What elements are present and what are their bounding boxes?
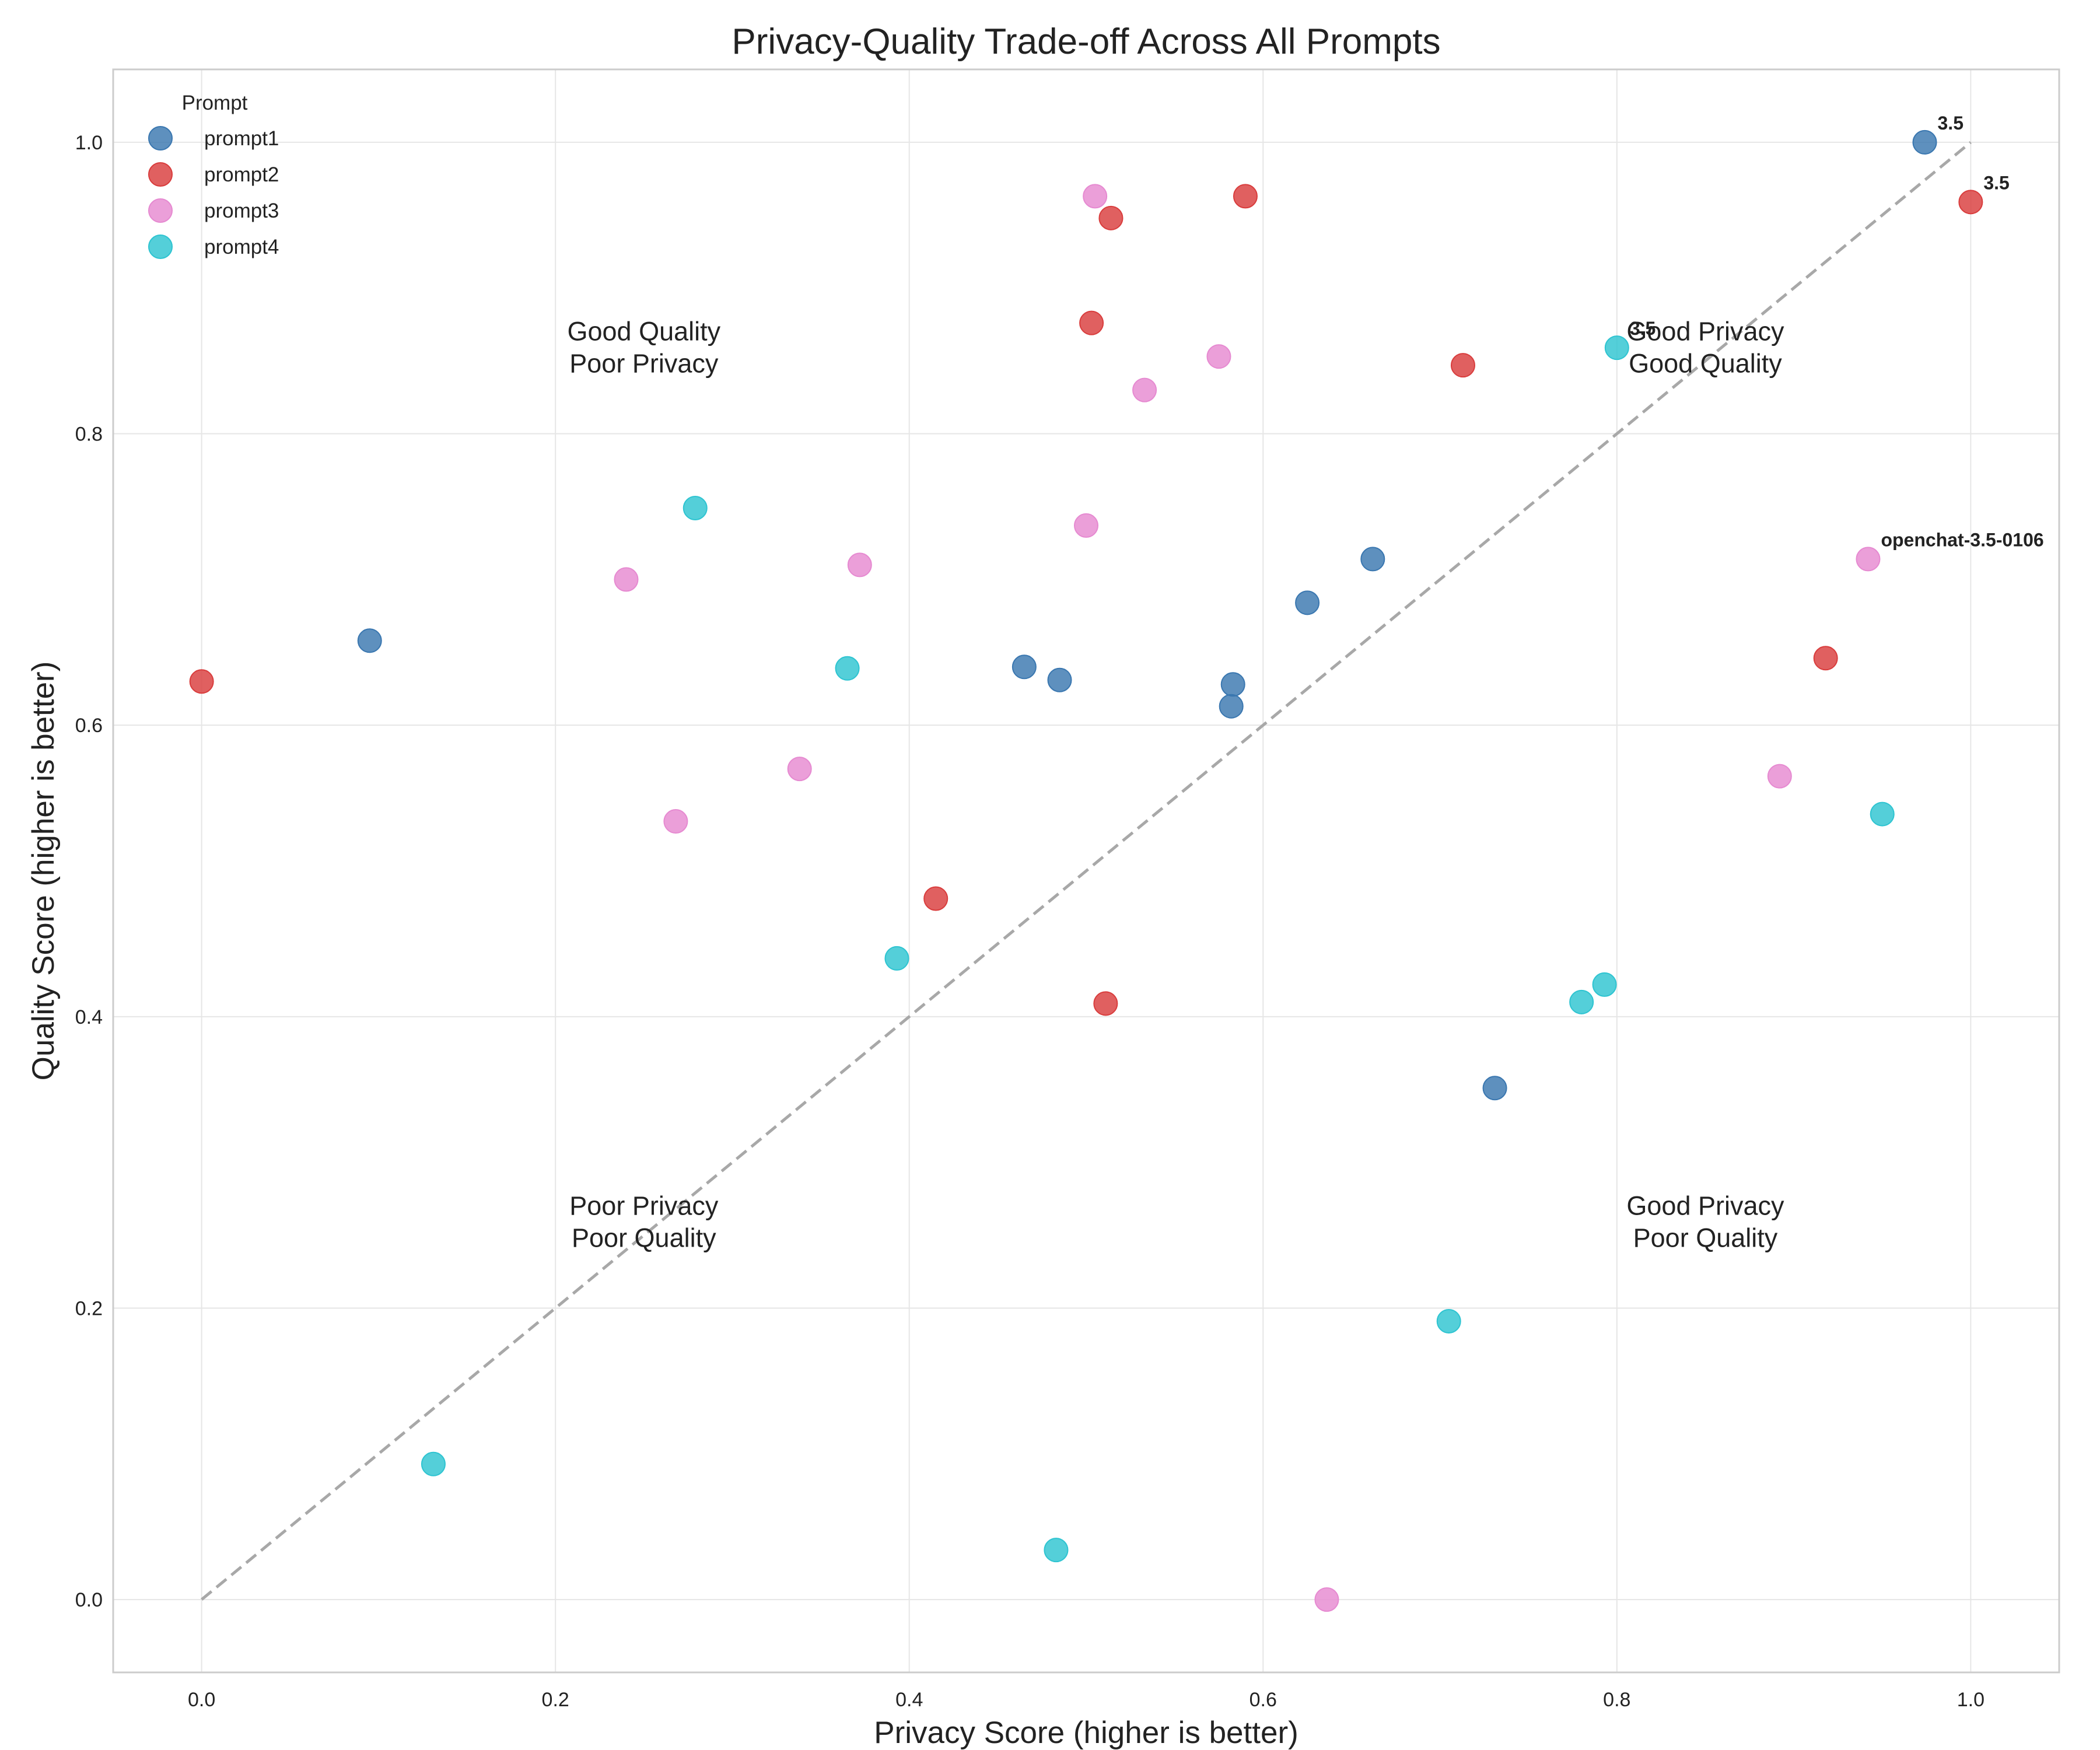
point-prompt1 (1219, 694, 1244, 719)
quadrant-label: Good Quality (1629, 349, 1782, 379)
point-prompt4 (1569, 989, 1594, 1014)
x-tick-label: 0.0 (188, 1689, 215, 1711)
point-prompt3 (614, 567, 639, 592)
x-tick-label: 0.2 (542, 1689, 569, 1711)
legend-label: prompt3 (204, 200, 279, 222)
point-prompt2 (1813, 646, 1838, 671)
point-prompt4 (1436, 1308, 1461, 1334)
legend-marker-prompt3 (148, 198, 173, 223)
x-tick-label: 0.8 (1603, 1689, 1630, 1711)
y-tick-label: 0.2 (75, 1297, 103, 1320)
x-tick-label: 1.0 (1957, 1689, 1985, 1711)
axis-ticks: 0.0 0.2 0.4 0.6 0.8 1.0 0.0 0.2 0.4 0.6 0.8 1.0 (75, 132, 1985, 1711)
point-prompt1 (1912, 130, 1937, 155)
point-annotation: 3.5 (1630, 318, 1656, 339)
point-prompt2 (1450, 353, 1475, 378)
y-tick-label: 0.0 (75, 1589, 103, 1611)
y-tick-label: 0.8 (75, 424, 103, 446)
point-prompt3 (1314, 1587, 1339, 1612)
quadrant-label: Poor Privacy (569, 1191, 719, 1221)
point-prompt4 (835, 656, 860, 681)
point-prompt1 (1295, 590, 1320, 615)
x-axis-label: Privacy Score (higher is better) (874, 1716, 1298, 1750)
point-prompt1 (1482, 1076, 1507, 1101)
quadrant-label: Poor Quality (572, 1223, 716, 1253)
point-prompt2 (923, 886, 949, 911)
quadrant-label: Poor Quality (1633, 1223, 1778, 1253)
y-tick-label: 0.4 (75, 1006, 103, 1028)
point-prompt3 (1083, 184, 1108, 209)
point-prompt2 (1958, 190, 1983, 215)
plot-frame (112, 68, 2060, 1674)
y-axis-label: Quality Score (higher is better) (26, 662, 61, 1081)
point-prompt1 (357, 628, 382, 653)
point-prompt4 (1870, 802, 1895, 827)
point-annotations: 3.5 3.5 3.5 openchat-3.5-0106 (1630, 113, 2044, 550)
point-prompt1 (1360, 547, 1385, 572)
x-tick-label: 0.4 (895, 1689, 923, 1711)
point-prompt4 (1044, 1538, 1069, 1563)
legend-marker-prompt4 (148, 235, 173, 259)
point-prompt4 (1592, 972, 1617, 997)
y-tick-label: 0.6 (75, 715, 103, 737)
point-prompt3 (1206, 344, 1231, 369)
point-prompt2 (1233, 184, 1258, 209)
point-annotation: 3.5 (1983, 172, 2009, 193)
quadrant-label: Poor Privacy (569, 349, 719, 379)
point-prompt4 (421, 1451, 446, 1476)
chart-title: Privacy-Quality Trade-off Across All Pro… (732, 22, 1440, 62)
quadrant-labels: Good Quality Poor Privacy Good Privacy Good… (567, 317, 1784, 1253)
point-prompt3 (1767, 764, 1792, 789)
point-prompt1 (1012, 654, 1037, 680)
legend: Prompt prompt1 prompt2 prompt3 prompt4 (148, 92, 279, 259)
data-points (189, 130, 1983, 1612)
point-prompt2 (1079, 310, 1104, 335)
legend-marker-prompt2 (148, 162, 173, 187)
point-prompt2 (1098, 205, 1124, 230)
quadrant-label: Good Privacy (1626, 317, 1784, 346)
point-prompt2 (189, 669, 214, 694)
point-annotation: openchat-3.5-0106 (1881, 529, 2043, 550)
point-prompt2 (1093, 991, 1118, 1016)
quadrant-label: Good Quality (567, 317, 720, 346)
point-prompt1 (1047, 667, 1072, 692)
point-prompt4 (884, 946, 909, 971)
legend-label: prompt4 (204, 236, 279, 258)
point-prompt3 (663, 809, 688, 834)
point-prompt3 (1856, 547, 1881, 572)
point-prompt3 (787, 757, 812, 782)
point-prompt4 (682, 495, 708, 520)
legend-title: Prompt (182, 92, 248, 114)
point-prompt3 (847, 552, 872, 578)
point-prompt4 (1604, 335, 1629, 360)
point-prompt3 (1074, 513, 1098, 538)
legend-marker-prompt1 (148, 126, 173, 150)
quadrant-label: Good Privacy (1626, 1191, 1784, 1221)
diagonal-reference-line (201, 141, 1972, 1601)
legend-label: prompt2 (204, 163, 279, 186)
legend-label: prompt1 (204, 127, 279, 150)
x-tick-label: 0.6 (1250, 1689, 1277, 1711)
point-prompt3 (1132, 377, 1157, 402)
y-tick-label: 1.0 (75, 132, 103, 154)
point-annotation: 3.5 (1938, 113, 1964, 134)
point-prompt1 (1220, 672, 1245, 697)
